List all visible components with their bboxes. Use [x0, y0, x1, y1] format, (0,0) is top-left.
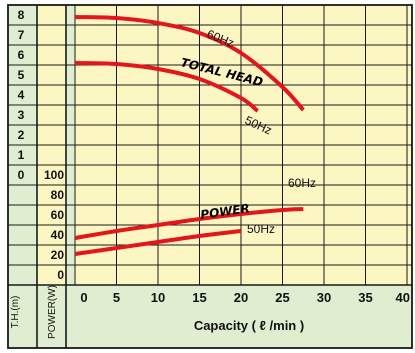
power-tick-label: 60 [51, 208, 65, 222]
chart-curves [74, 15, 305, 256]
power-60hz-curve [74, 207, 304, 240]
power-curve-title: POWER [199, 201, 250, 222]
power-50hz-curve [74, 229, 242, 256]
power-tick-label: 40 [51, 228, 65, 242]
th-axis-title: T.H.(m) [10, 296, 21, 329]
chart-backgrounds [8, 5, 412, 348]
power-tick-label: 80 [51, 188, 65, 202]
th-tick-label: 7 [18, 28, 25, 42]
chart-grid [7, 4, 413, 349]
x-tick-label: 30 [317, 290, 331, 305]
power-60hz-label: 60Hz [288, 176, 316, 190]
x-tick-label: 15 [192, 290, 206, 305]
power-50hz-label: 50Hz [247, 222, 275, 236]
th-tick-label: 2 [18, 128, 25, 142]
total_head-60hz-curve [74, 15, 305, 112]
x-tick-label: 40 [396, 290, 410, 305]
th-tick-label: 6 [18, 48, 25, 62]
x-tick-label: 35 [358, 290, 372, 305]
power-tick-label: 100 [44, 168, 64, 182]
bottom-axis-panel [8, 285, 412, 348]
x-tick-label: 10 [151, 290, 165, 305]
x-tick-label: 0 [80, 290, 87, 305]
th-tick-label: 8 [18, 8, 25, 22]
x-tick-label: 25 [275, 290, 289, 305]
th-tick-label: 1 [18, 148, 25, 162]
power-tick-label: 20 [51, 248, 65, 262]
th-tick-label: 5 [18, 68, 25, 82]
th-axis-panel [8, 5, 37, 348]
power-axis-title: POWER(W) [47, 285, 58, 339]
power-tick-label: 0 [57, 268, 64, 282]
x-tick-label: 20 [234, 290, 248, 305]
th-tick-label: 4 [18, 88, 25, 102]
chart-frame [7, 4, 413, 349]
x-tick-label: 5 [113, 290, 120, 305]
th-tick-label: 0 [18, 168, 25, 182]
x-axis-title: Capacity ( ℓ /min ) [194, 318, 304, 333]
th-tick-label: 3 [18, 108, 25, 122]
total_head-50hz-curve [74, 61, 259, 113]
